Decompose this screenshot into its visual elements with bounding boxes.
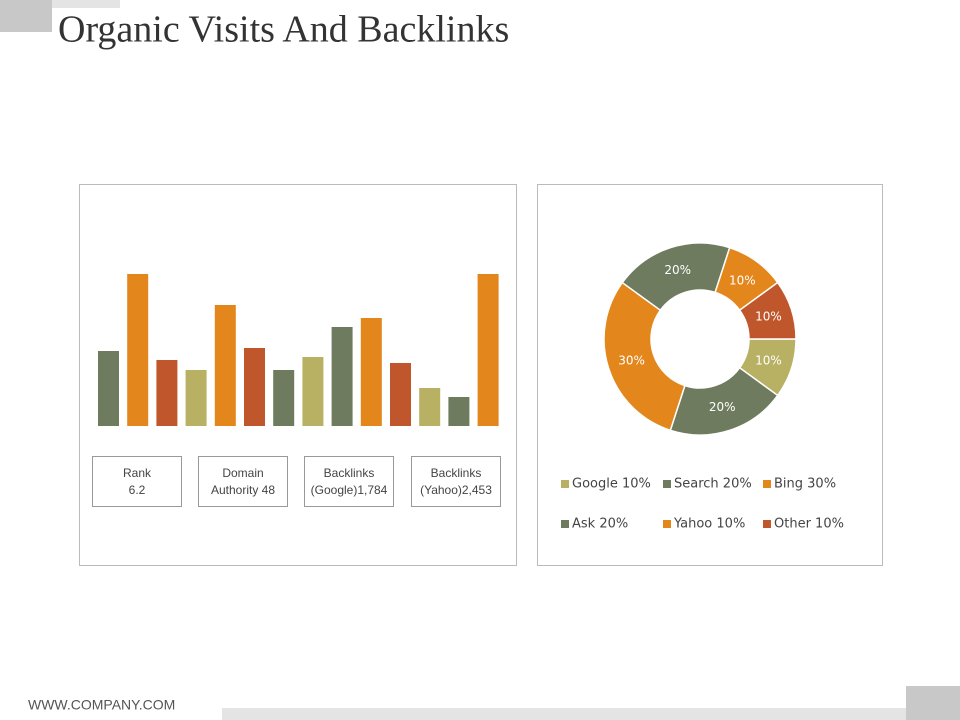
legend-swatch	[663, 480, 671, 488]
legend-label: Bing 30%	[774, 477, 836, 492]
donut-panel	[537, 184, 883, 566]
slice-label: 10%	[729, 273, 756, 287]
bar	[127, 274, 149, 426]
donut-slice	[603, 281, 686, 432]
bar	[185, 370, 207, 426]
slide-title: Organic Visits And Backlinks	[58, 9, 509, 51]
footer-strip	[222, 708, 906, 720]
legend-swatch	[561, 520, 569, 528]
bar	[273, 370, 295, 426]
slice-label: 20%	[664, 263, 691, 277]
bar	[244, 348, 265, 426]
slice-label: 10%	[755, 354, 782, 368]
info-box	[198, 456, 288, 507]
slice-label: 20%	[709, 400, 736, 414]
info-box-text: Authority 48	[211, 483, 275, 497]
info-box-text: (Google)1,784	[311, 483, 388, 497]
info-box	[304, 456, 394, 507]
bar	[360, 318, 382, 426]
legend-swatch	[663, 520, 671, 528]
bar	[214, 305, 236, 426]
info-box-text: Backlinks	[324, 466, 375, 480]
corner-strip	[52, 0, 120, 8]
footer-text: WWW.COMPANY.COM	[28, 697, 175, 713]
donut-slice	[738, 281, 797, 340]
slice-label: 10%	[755, 309, 782, 323]
legend-swatch	[763, 520, 771, 528]
info-box	[92, 456, 182, 507]
info-box-text: 6.2	[129, 483, 146, 497]
legend-swatch	[561, 480, 569, 488]
info-box-text: Rank	[123, 466, 152, 480]
info-box-text: Backlinks	[431, 466, 482, 480]
legend-label: Ask 20%	[572, 517, 628, 532]
slice-label: 30%	[618, 354, 645, 368]
bar	[448, 397, 470, 426]
legend-label: Yahoo 10%	[673, 517, 745, 532]
info-box-text: Domain	[222, 466, 263, 480]
corner-block	[0, 0, 52, 32]
bar	[419, 388, 441, 426]
legend-label: Google 10%	[572, 477, 651, 492]
footer-block	[906, 686, 960, 720]
bar	[156, 360, 178, 426]
bar	[302, 357, 324, 426]
bar	[390, 363, 411, 426]
legend-label: Other 10%	[774, 517, 844, 532]
bar	[98, 351, 119, 426]
legend-label: Search 20%	[674, 477, 752, 492]
bar	[331, 327, 353, 426]
info-box-text: (Yahoo)2,453	[420, 483, 492, 497]
legend-swatch	[763, 480, 771, 488]
info-box	[411, 456, 501, 507]
bar	[477, 274, 499, 426]
